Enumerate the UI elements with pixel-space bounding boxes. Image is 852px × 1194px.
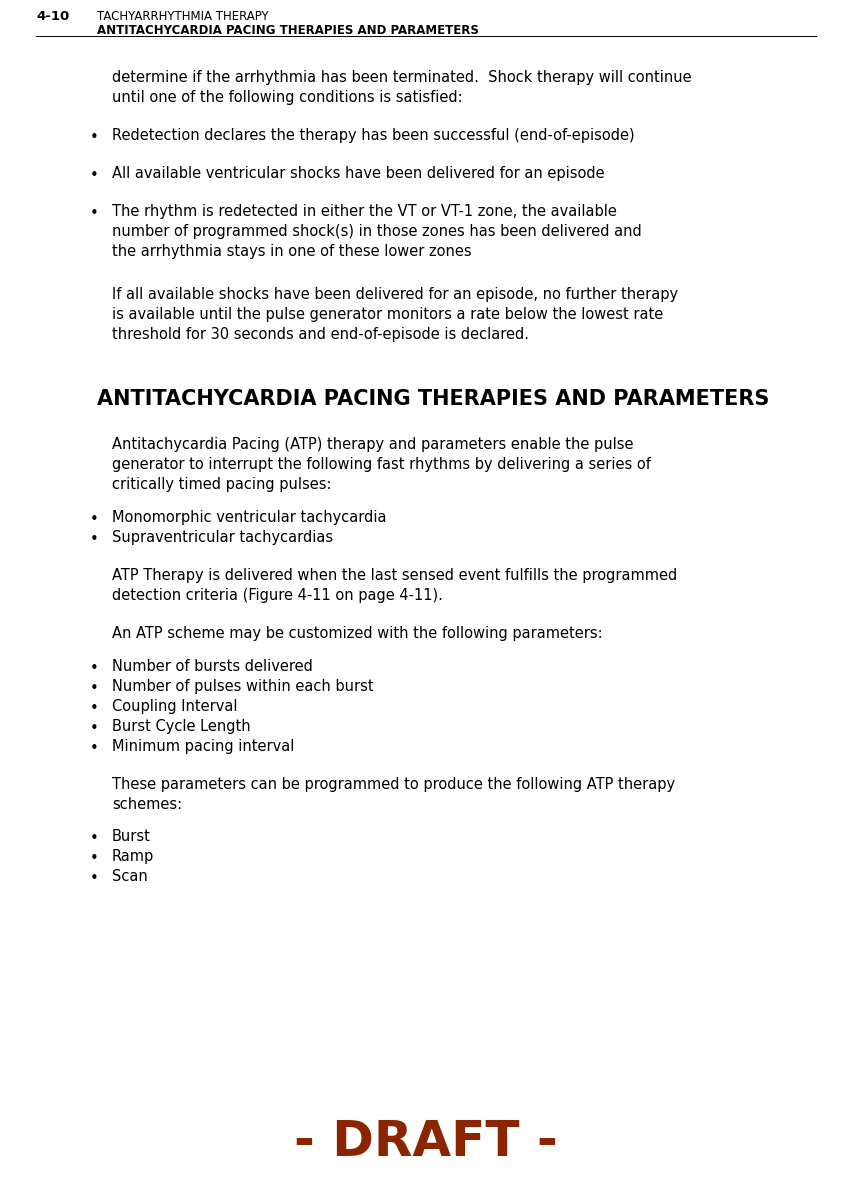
Text: Antitachycardia Pacing (ATP) therapy and parameters enable the pulse: Antitachycardia Pacing (ATP) therapy and… xyxy=(112,437,634,453)
Text: •: • xyxy=(90,831,99,847)
Text: •: • xyxy=(90,721,99,736)
Text: All available ventricular shocks have been delivered for an episode: All available ventricular shocks have be… xyxy=(112,166,605,181)
Text: detection criteria (Figure 4-11 on page 4-11).: detection criteria (Figure 4-11 on page … xyxy=(112,587,443,603)
Text: An ATP scheme may be customized with the following parameters:: An ATP scheme may be customized with the… xyxy=(112,626,602,641)
Text: Burst Cycle Length: Burst Cycle Length xyxy=(112,719,250,733)
Text: ANTITACHYCARDIA PACING THERAPIES AND PARAMETERS: ANTITACHYCARDIA PACING THERAPIES AND PAR… xyxy=(97,24,479,37)
Text: 4-10: 4-10 xyxy=(36,10,69,23)
Text: Minimum pacing interval: Minimum pacing interval xyxy=(112,739,295,753)
Text: the arrhythmia stays in one of these lower zones: the arrhythmia stays in one of these low… xyxy=(112,244,472,259)
Text: Scan: Scan xyxy=(112,869,147,885)
Text: determine if the arrhythmia has been terminated.  Shock therapy will continue: determine if the arrhythmia has been ter… xyxy=(112,70,692,85)
Text: •: • xyxy=(90,207,99,221)
Text: Burst: Burst xyxy=(112,829,151,844)
Text: Ramp: Ramp xyxy=(112,849,154,864)
Text: number of programmed shock(s) in those zones has been delivered and: number of programmed shock(s) in those z… xyxy=(112,224,642,239)
Text: ANTITACHYCARDIA PACING THERAPIES AND PARAMETERS: ANTITACHYCARDIA PACING THERAPIES AND PAR… xyxy=(97,389,769,410)
Text: Coupling Interval: Coupling Interval xyxy=(112,698,238,714)
Text: Number of pulses within each burst: Number of pulses within each burst xyxy=(112,678,374,694)
Text: •: • xyxy=(90,533,99,547)
Text: schemes:: schemes: xyxy=(112,796,182,812)
Text: Supraventricular tachycardias: Supraventricular tachycardias xyxy=(112,530,333,544)
Text: - DRAFT -: - DRAFT - xyxy=(294,1118,558,1167)
Text: until one of the following conditions is satisfied:: until one of the following conditions is… xyxy=(112,90,463,105)
Text: critically timed pacing pulses:: critically timed pacing pulses: xyxy=(112,478,331,492)
Text: •: • xyxy=(90,512,99,527)
Text: The rhythm is redetected in either the VT or VT-1 zone, the available: The rhythm is redetected in either the V… xyxy=(112,204,617,219)
Text: •: • xyxy=(90,851,99,866)
Text: •: • xyxy=(90,681,99,696)
Text: generator to interrupt the following fast rhythms by delivering a series of: generator to interrupt the following fas… xyxy=(112,457,651,473)
Text: is available until the pulse generator monitors a rate below the lowest rate: is available until the pulse generator m… xyxy=(112,307,663,322)
Text: Monomorphic ventricular tachycardia: Monomorphic ventricular tachycardia xyxy=(112,510,387,525)
Text: •: • xyxy=(90,740,99,756)
Text: These parameters can be programmed to produce the following ATP therapy: These parameters can be programmed to pr… xyxy=(112,776,675,792)
Text: •: • xyxy=(90,168,99,183)
Text: •: • xyxy=(90,130,99,144)
Text: •: • xyxy=(90,701,99,715)
Text: •: • xyxy=(90,660,99,676)
Text: If all available shocks have been delivered for an episode, no further therapy: If all available shocks have been delive… xyxy=(112,288,678,302)
Text: TACHYARRHYTHMIA THERAPY: TACHYARRHYTHMIA THERAPY xyxy=(97,10,268,23)
Text: •: • xyxy=(90,872,99,886)
Text: threshold for 30 seconds and end-of-episode is declared.: threshold for 30 seconds and end-of-epis… xyxy=(112,327,529,343)
Text: Redetection declares the therapy has been successful (end-of-episode): Redetection declares the therapy has bee… xyxy=(112,128,635,143)
Text: Number of bursts delivered: Number of bursts delivered xyxy=(112,659,313,673)
Text: ATP Therapy is delivered when the last sensed event fulfills the programmed: ATP Therapy is delivered when the last s… xyxy=(112,568,677,583)
